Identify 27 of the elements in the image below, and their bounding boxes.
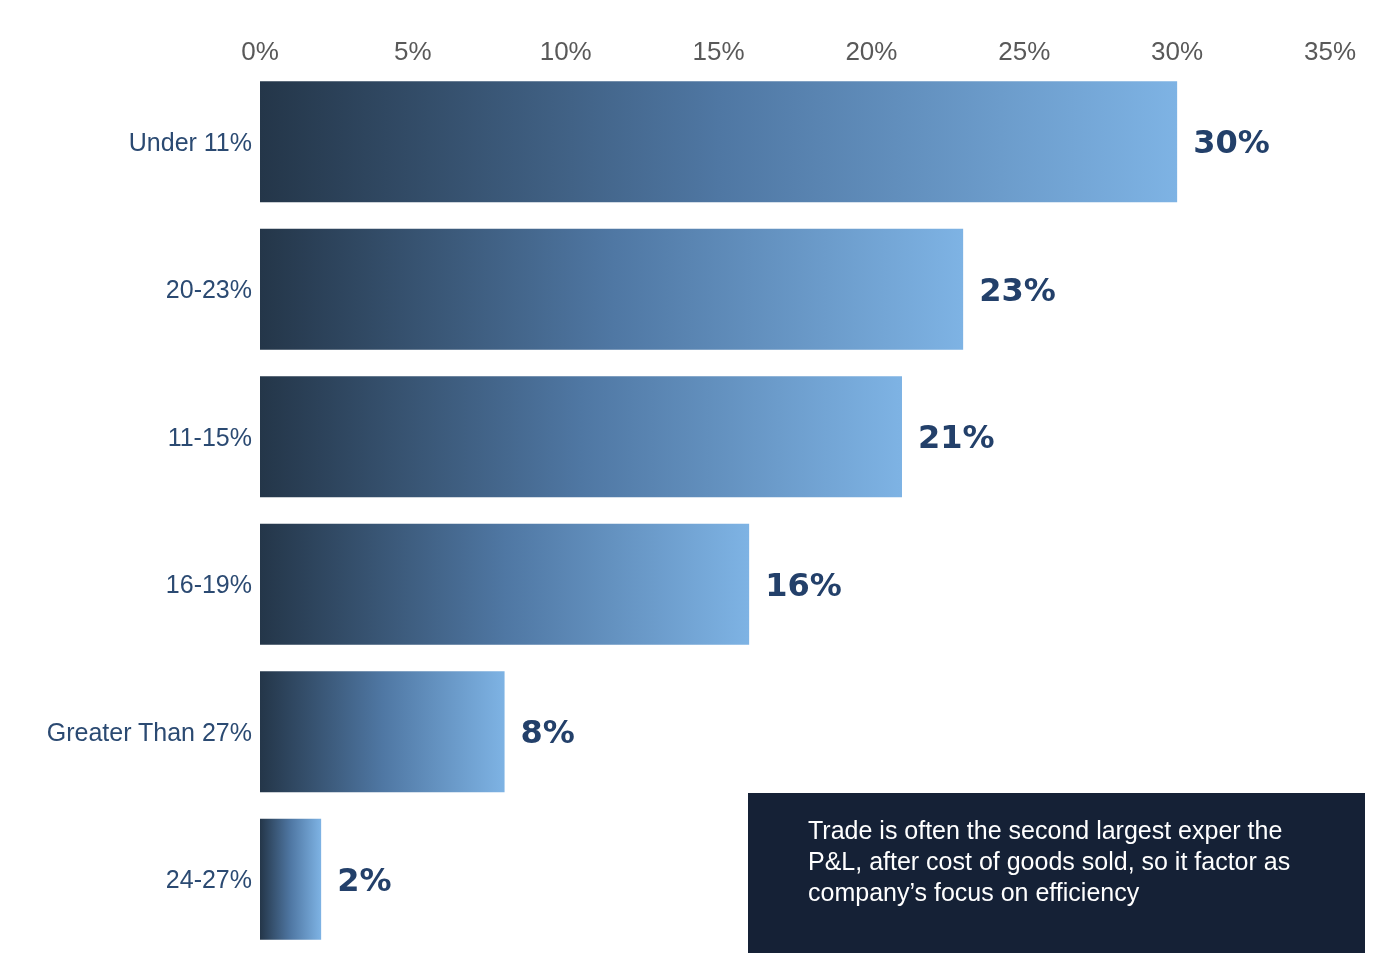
bar [260, 818, 322, 940]
annotation: Trade is often the second largest exper the P&L, after cost of goods sold, so it factor as company’s focus on efficiency [808, 815, 1292, 908]
bar [260, 376, 902, 498]
x-tick-label: 30% [1151, 36, 1204, 66]
x-tick-label: 15% [692, 36, 745, 66]
y-tick-label: 16-19% [165, 570, 252, 599]
x-tick-label: 35% [1303, 36, 1357, 66]
bar [260, 81, 1178, 203]
bar [260, 671, 505, 793]
y-tick-label: 11-15% [167, 422, 252, 451]
data-label: 21% [918, 418, 995, 457]
bar [260, 228, 964, 350]
x-tick-label: 10% [539, 36, 592, 66]
data-label: 16% [765, 565, 842, 604]
data-label: 23% [979, 270, 1056, 309]
x-tick-label: 25% [998, 36, 1051, 66]
x-tick-label: 5% [394, 36, 432, 66]
y-tick-label: 20-23% [165, 275, 252, 304]
y-tick-label: Under 11% [128, 127, 252, 156]
bar [260, 523, 750, 645]
x-tick-label: 20% [845, 36, 898, 66]
data-label: 30% [1193, 123, 1270, 162]
x-tick-label: 0% [241, 36, 279, 66]
data-label: 2% [337, 860, 392, 899]
y-tick-label: Greater Than 27% [46, 717, 252, 746]
data-label: 8% [520, 713, 575, 752]
y-tick-label: 24-27% [165, 865, 252, 894]
